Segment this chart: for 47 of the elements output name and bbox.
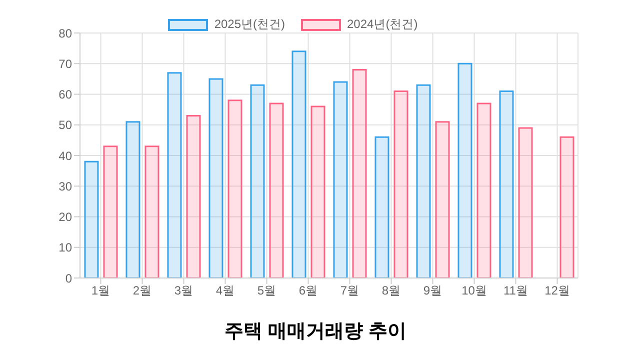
text: 주택 매매거래량 추이 (224, 320, 408, 344)
bar (84, 160, 99, 278)
x-tick-label: 8월 (382, 284, 401, 298)
x-tick-label: 5월 (257, 284, 276, 298)
y-tick-label: 10 (58, 240, 72, 255)
x-tick-label: 11월 (504, 284, 528, 298)
y-tick-label: 40 (58, 148, 72, 163)
x-tick-label: 12월 (544, 284, 570, 298)
legend-label: 2024년(천건) (347, 16, 418, 33)
bar (416, 84, 431, 278)
x-tick-label: 6월 (298, 284, 318, 298)
bar (310, 106, 326, 278)
bar (333, 81, 348, 278)
y-tick-label: 80 (58, 26, 72, 40)
bar (560, 136, 574, 278)
bar (518, 127, 533, 278)
bar (374, 136, 390, 278)
bar (250, 84, 265, 278)
bar (292, 50, 306, 278)
x-tick-label: 9월 (423, 284, 442, 298)
x-tick-label: 2월 (132, 284, 152, 298)
x-tick-label: 7월 (340, 284, 360, 298)
y-tick-label: 0 (65, 271, 72, 286)
y-tick-label: 30 (58, 179, 72, 194)
legend-label: 2025년(천건) (214, 16, 285, 33)
bar (228, 100, 242, 278)
bar (269, 102, 284, 278)
y-tick-label: 60 (58, 88, 72, 102)
y-tick-label: 70 (58, 56, 72, 71)
bar (476, 102, 492, 278)
bar (144, 146, 160, 278)
x-tick-label: 10월 (462, 284, 487, 298)
x-tick-label: 4월 (216, 284, 235, 298)
bar (352, 69, 367, 278)
bar (186, 114, 201, 278)
bar (126, 121, 140, 278)
bar (394, 90, 408, 278)
x-tick-label: 1월 (91, 284, 110, 298)
bar (435, 121, 450, 278)
bar (458, 62, 472, 278)
bar (103, 146, 118, 278)
bar (499, 90, 514, 278)
y-tick-label: 20 (58, 210, 72, 224)
y-tick-label: 50 (58, 118, 72, 132)
bar (167, 72, 182, 278)
x-tick-label: 3월 (174, 284, 194, 298)
bar (208, 78, 224, 278)
